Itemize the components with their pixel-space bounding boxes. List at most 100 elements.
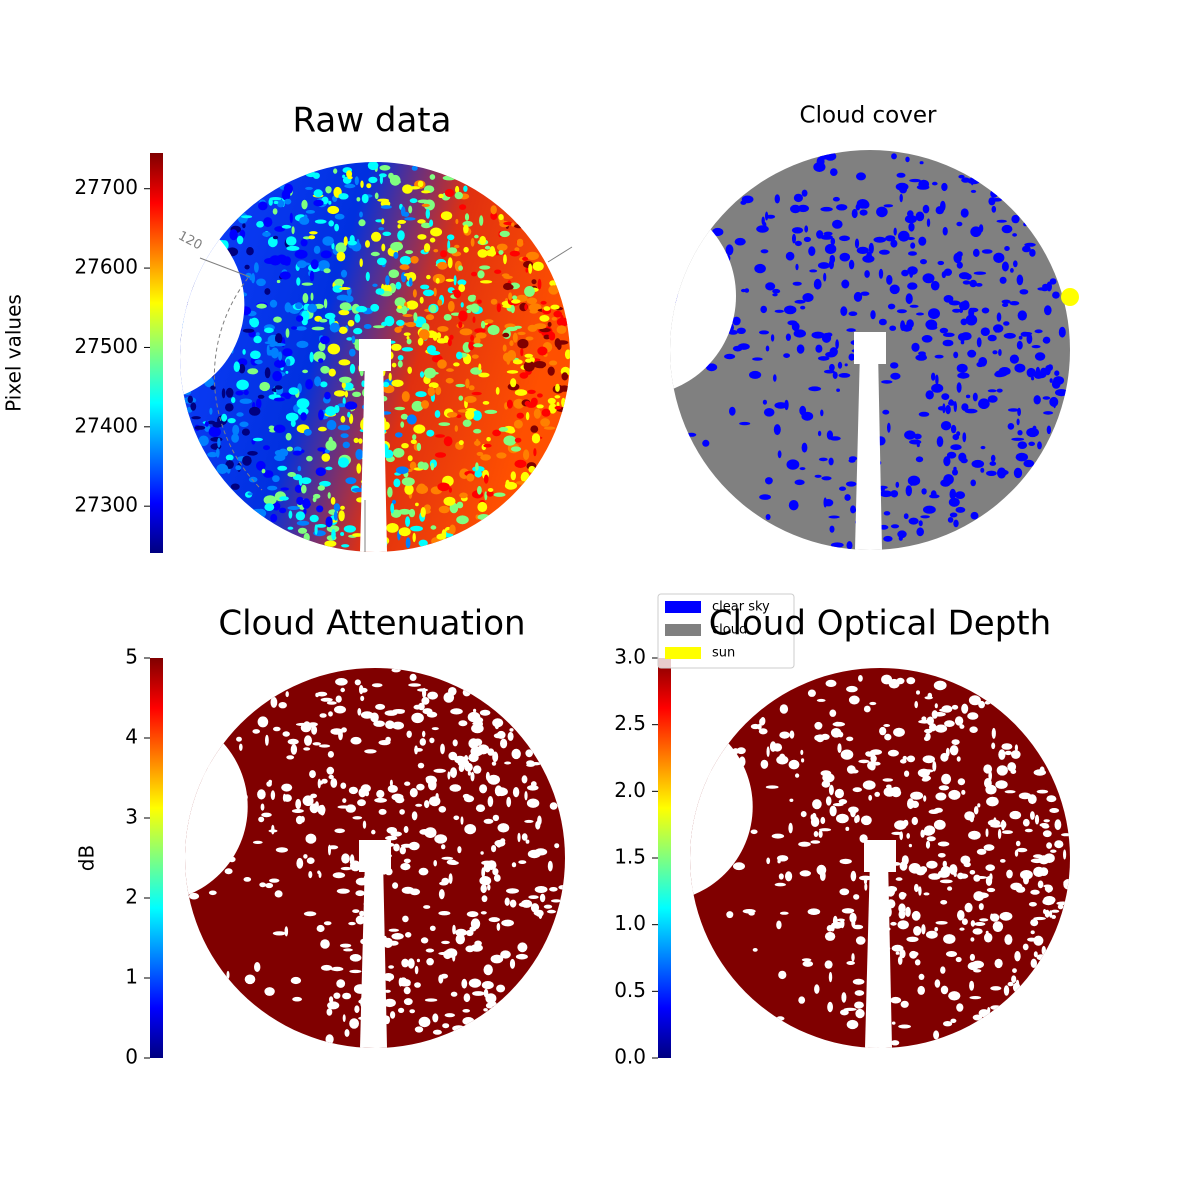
image-spot [532,261,544,271]
image-spot [506,370,519,374]
tick-label: 1 [125,965,138,989]
image-spot [996,765,1008,776]
image-spot [244,974,256,985]
image-spot [316,505,324,513]
image-spot [243,389,249,396]
image-spot [979,918,989,922]
image-spot [458,764,465,772]
image-spot [897,956,903,965]
image-spot [836,204,848,211]
image-spot [441,877,450,885]
image-spot [1009,354,1020,364]
image-spot [191,416,201,420]
image-spot [477,249,488,258]
image-spot [1011,975,1017,983]
image-spot [454,244,460,249]
image-spot [929,723,937,732]
image-spot [976,337,982,348]
image-spot [940,421,952,431]
image-spot [241,428,250,436]
image-spot [302,293,309,304]
tick-label: 2 [125,885,138,909]
image-spot [426,429,435,437]
image-spot [426,345,436,354]
image-spot [537,393,543,398]
image-spot [479,709,491,716]
image-spot [986,470,997,476]
image-spot [801,189,808,197]
image-spot [969,279,977,288]
image-spot [952,434,960,441]
image-spot [319,480,331,487]
tick-label: 27600 [74,255,138,279]
image-spot [463,185,468,192]
image-spot [846,541,853,550]
image-spot [349,969,362,974]
image-spot [825,796,832,806]
image-spot [501,919,514,927]
image-spot [1013,260,1018,268]
image-spot [406,336,410,340]
image-spot [868,794,873,801]
image-spot [315,692,319,698]
image-spot [528,465,536,473]
image-spot [933,712,946,717]
image-spot [417,461,425,469]
image-spot [473,336,481,345]
image-spot [1030,919,1039,927]
image-spot [339,287,351,290]
image-spot [972,1014,983,1021]
image-spot [478,363,482,371]
image-spot [327,205,340,215]
image-spot [969,870,976,875]
image-spot [458,265,463,271]
panel-title: Cloud Attenuation [218,604,525,644]
image-spot [504,761,512,765]
image-spot [937,869,950,878]
image-spot [896,677,905,685]
image-spot [287,472,297,477]
image-spot [789,798,794,802]
image-spot [477,739,481,745]
image-spot [918,886,922,896]
image-spot [479,215,484,226]
image-spot [386,523,399,533]
image-spot [906,936,919,942]
image-spot [320,250,332,259]
image-spot [941,182,948,192]
image-spot [393,478,401,488]
image-spot [225,403,234,412]
image-spot [528,895,539,899]
image-spot [525,267,529,273]
image-spot [916,690,920,695]
image-spot [399,982,411,987]
image-spot [334,213,345,220]
image-spot [922,204,930,214]
image-spot [303,747,311,751]
image-spot [548,331,556,341]
image-spot [348,921,356,926]
image-spot [433,249,439,253]
image-spot [1026,367,1036,378]
image-spot [510,446,522,452]
image-spot [425,775,437,782]
image-spot [303,911,317,917]
image-spot [494,722,500,730]
image-spot [956,363,968,373]
image-spot [412,532,416,543]
image-spot [332,872,346,879]
image-spot [238,363,246,374]
image-spot [443,314,452,321]
image-spot [320,381,328,388]
image-spot [278,702,287,709]
legend-label: cloud [712,623,747,638]
image-spot [503,221,514,226]
image-spot [459,492,468,499]
image-spot [758,330,770,335]
image-spot [296,340,309,348]
image-spot [854,1001,864,1009]
image-spot [390,831,403,837]
image-spot [992,350,998,355]
image-spot [883,204,894,208]
image-spot [298,262,311,266]
